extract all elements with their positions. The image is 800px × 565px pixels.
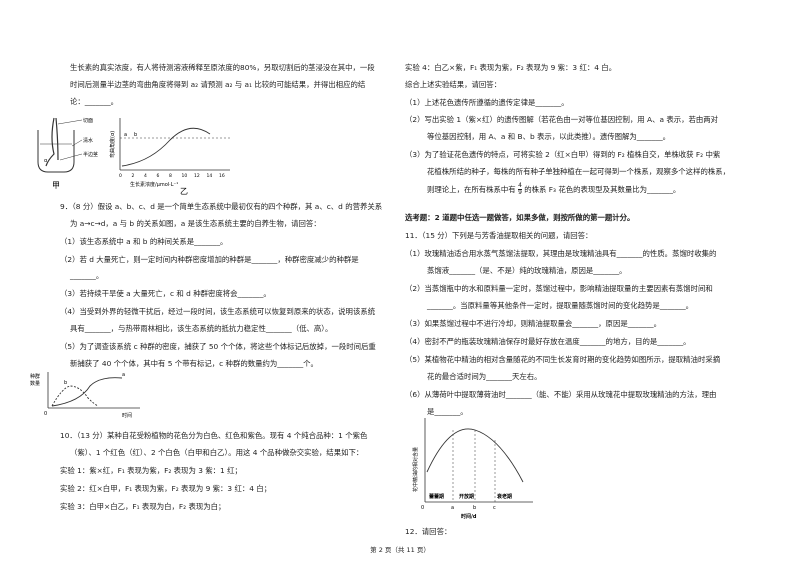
intro-line-3: 论：_______。 [70,97,119,106]
q10-exp-1: 实验 1：紫×红，F₁ 表现为紫，F₂ 表现为 3 紫：1 红； [60,466,242,475]
alpha-label: α [44,158,48,164]
graph2-xlabel: 时间/d [461,513,477,520]
q9-sub-2b: _______。 [70,271,104,280]
x-tick: 16 [219,173,225,179]
elective-note: 选考题：2 道题中任选一题做答，如果多做，则按所做的第一题计分。 [405,213,635,222]
q11-header: 11．（15 分）下列是与芳香油提取相关的问题，请回答： [405,231,593,240]
left-column: 生长素的真实浓度，有人将待测溶液稀释至原浓度的80%，另取切割后的茎浸没在其中，… [30,0,400,565]
q11-5b: 花的最合适时间为_______天左右。 [427,372,542,381]
q10-exp-2: 实验 2：红×白甲，F₁ 表现为紫，F₂ 表现为 9 紫：3 红：4 白； [60,484,272,493]
answer-3c-pre: 则理论上，在所有株系中有 [427,184,516,194]
stage-open: 开放期 [459,493,474,500]
graph2-tick-c: c [493,505,496,511]
q11-3: （3）如果蒸馏过程中不进行冷却，则精油提取量会_______，原因是______… [405,319,661,328]
graph2-origin: 0 [421,505,424,511]
q9-sub-5a: （5）为了调查该系统 c 种群的密度，捕获了 50 个个体，将这些个体标记后放掉… [60,342,376,351]
water-label: 清水 [83,137,93,144]
curve-a: a [122,372,125,378]
answer-1: （1）上述花色遗传所遵循的遗传定律是_______。 [405,98,569,107]
q9-header: 9．（8 分）假设 a、b、c、d 是一个简单生态系统中最初仅有的四个种群，其 … [60,202,383,211]
answer-2a: （2）写出实验 1（紫×红）的遗传图解（若花色由一对等位基因控制，用 A、a 表… [405,115,719,124]
graph-xlabel: 时间 [122,412,132,419]
intro-line-1: 生长素的真实浓度，有人将待测溶液稀释至原浓度的80%，另取切割后的茎浸没在其中，… [70,63,375,72]
q10-line-2: （紫）、1 个红色（红）、2 个白色（白甲和白乙）。用这 4 个品种做杂交实验，… [70,448,364,457]
q11-5a: （5）某植物花中精油的相对含量随花的不同生长发育时期的变化趋势如图所示，提取精油… [405,355,721,364]
x-tick: 10 [182,173,188,179]
answer-3c: 则理论上，在所有株系中有 4 9 的株系 F₃ 花色的表现型及其数量比为____… [427,182,681,197]
curve-b-label: b [134,132,137,138]
curve-b: b [64,380,67,386]
summary-intro: 综合上述实验结果，请回答： [405,80,502,89]
curve-a-label: a [124,132,127,138]
population-graph: 种群 数量 0 时间 a b [30,372,140,419]
answer-2b: 等位基因控制，用 A、a 和 B、b 表示，以此类推）。遗传图解为_______… [427,132,671,141]
fraction-den: 9 [518,189,522,197]
graph2-tick-a: a [451,505,454,511]
q10-exp-3: 实验 3：白甲×白乙，F₁ 表现为白，F₂ 表现为白； [60,502,226,511]
q9-sub-2a: （2）若 d 大量死亡，则一定时间内种群密度增加的种群是_______，种群密度… [60,255,359,264]
q11-6b: 是_______。 [427,407,468,416]
figure-stem-bending: α 切面 清水 半边茎 甲 弯曲角度(α) a b 0 2 4 6 8 10 12 14 16 … [37,117,230,195]
cut-label: 切面 [83,117,93,124]
q12-header: 12．请回答： [405,527,452,536]
exp-4: 实验 4：白乙×紫，F₁ 表现为紫，F₂ 表现为 9 紫：3 红：4 白。 [405,63,617,72]
q10-header: 10．（13 分）某种自花受粉植物的花色分为白色、红色和紫色。现有 4 个纯合品… [60,431,368,440]
fraction: 4 9 [518,182,522,197]
answer-3a: （3）为了验证花色遗传的特点，可将实验 2（红×白甲）得到的 F₂ 植株自交，单… [405,150,721,159]
graph-origin: 0 [44,411,47,417]
graph2-tick-b: b [473,505,476,511]
q9-sub-4b: 具有_______，与热带雨林相比，该生态系统的抵抗力稳定性_______（低、… [70,324,333,333]
q9-sub-1: （1）该生态系统中 a 和 b 的种间关系是_______。 [60,237,228,246]
right-column: 实验 4：白乙×紫，F₁ 表现为紫，F₂ 表现为 9 紫：3 红：4 白。 综合… [405,0,750,565]
x-tick: 12 [194,173,200,179]
q11-2b: _______。当原料量等其他条件一定时，提取量随蒸馏时间的变化趋势是_____… [427,301,694,310]
x-tick: 6 [157,173,160,179]
x-tick: 2 [132,173,135,179]
graph-ylabel-2: 数量 [30,380,40,387]
fraction-num: 4 [518,182,522,191]
x-tick: 8 [169,173,172,179]
q9-sub-5b: 新捕获了 40 个个体，其中有 5 个带有标记，c 种群的数量约为_______… [70,359,318,368]
q11-2a: （2）当蒸馏瓶中的水和原料量一定时，蒸馏过程中，影响精油提取量的主要因素有蒸馏时… [405,284,713,293]
q9-sub-4a: （4）当受到外界的轻微干扰后，经过一段时间，该生态系统可以恢复到原来的状态，说明… [60,307,376,316]
x-tick-labels: 0 2 4 6 8 10 12 14 16 [119,173,225,179]
q11-4: （4）密封不严的瓶装玫瑰精油保存时最好存放在温度_______的地方，目的是__… [405,337,691,346]
page-footer: 第 2 页（共 11 页） [370,546,430,554]
chart-ylabel: 弯曲角度(α) [109,131,116,158]
oil-content-graph: 花中精油的相对含量 0 a b c 蕾蕾期 开放期 衰老期 时间/d [412,418,533,520]
q11-1a: （1）玫瑰精油适合用水蒸气蒸馏法提取，其理由是玫瑰精油具有_______的性质。… [405,249,717,258]
graph2-ylabel: 花中精油的相对含量 [412,447,419,492]
x-tick: 14 [207,173,213,179]
x-tick: 4 [144,173,147,179]
stage-bud: 蕾蕾期 [429,493,444,500]
caption-jia: 甲 [52,181,60,190]
x-tick: 0 [119,173,122,179]
stage-old: 衰老期 [496,493,512,500]
q9-line-2: 为 a→c→d，a 与 b 的关系如图，a 是该生态系统主要的自养生物，请回答： [70,219,321,228]
intro-line-2: 时间后测量半边茎的弯曲角度将得到 a₂ 请预测 a₂ 与 a₁ 比较的可能结果，… [70,80,366,89]
stem-label: 半边茎 [83,151,98,158]
q9-sub-3: （3）若持续干旱使 a 大量死亡，c 和 d 种群密度将会_______。 [60,289,271,298]
chart-xlabel: 生长素浓度/μmol·L⁻¹ [130,181,178,188]
q11-6a: （6）从薄荷叶中提取薄荷油时_______（能、不能）采用从玫瑰花中提取玫瑰精油… [405,390,717,399]
graph-ylabel-1: 种群 [30,373,40,380]
answer-3c-post: 的株系 F₃ 花色的表现型及其数量比为_______。 [524,184,681,194]
answer-3b: 花植株所结的种子，每株的所有种子单独种植在一起可得到一个株系，观察多个这样的株系… [427,167,731,176]
q11-1b: 蒸馏液_______（是、不是）纯的玫瑰精油，原因是_______。 [427,266,627,275]
caption-yi: 乙 [180,187,188,195]
